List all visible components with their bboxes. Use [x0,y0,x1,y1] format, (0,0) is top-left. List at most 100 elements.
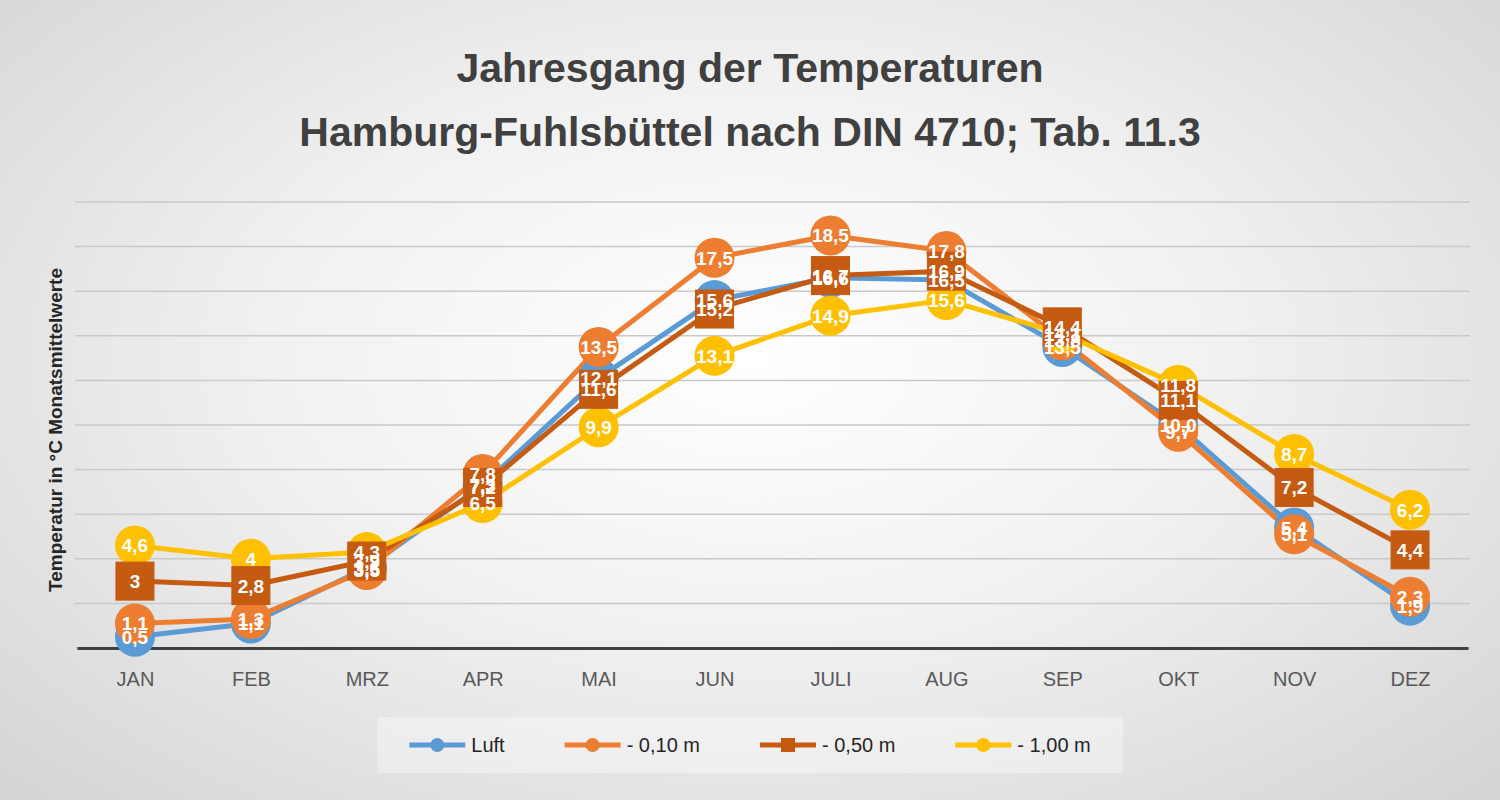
data-label: 15,2 [696,299,733,320]
data-label: 13,5 [580,337,617,358]
x-tick: JULI [810,648,851,690]
grid-line [75,201,1470,203]
data-label: 2,3 [1397,587,1423,608]
x-tick: OKT [1158,648,1199,690]
data-label: 16,9 [928,261,965,282]
marker [579,407,619,447]
marker [811,257,849,295]
data-label: 16,7 [812,266,849,287]
series-line [135,278,1410,637]
legend-marker [976,738,990,752]
legend-label: Luft [471,734,505,756]
data-label: 6,2 [1397,500,1423,521]
legend-box [377,717,1122,773]
marker [810,215,850,255]
data-label: 7,2 [469,477,495,498]
data-label: 4,4 [1397,540,1424,561]
marker [695,336,735,376]
x-tick-label: JAN [117,668,155,690]
x-tick-label: MRZ [346,668,389,690]
x-tick-label: MAI [581,668,617,690]
legend-item: - 0,10 m [565,734,700,756]
plot-marks [115,215,1430,656]
data-label: 3,9 [354,551,380,572]
marker [1391,531,1429,569]
legend-label: - 1,00 m [1017,734,1090,756]
marker [695,238,735,278]
marker [1390,490,1430,530]
data-label: 14,4 [1044,317,1081,338]
x-tick-label: OKT [1158,668,1199,690]
legend-item: - 1,00 m [955,734,1090,756]
legend-label: - 0,10 m [627,734,700,756]
marker [695,280,735,320]
data-label: 11,6 [581,379,617,400]
data-label: 11,1 [1160,390,1196,411]
chart-subtitle: Hamburg-Fuhlsbüttel nach DIN 4710; Tab. … [299,109,1200,155]
data-label: 18,5 [812,225,849,246]
x-tick: AUG [925,648,968,690]
y-axis-title: Temperatur in °C Monatsmittelwerte [45,268,66,592]
marker [348,542,386,580]
grid-line [75,424,1470,426]
legend: Luft - 0,10 m - 0,50 m - 1,00 m [377,717,1122,773]
data-label: 1,1 [122,613,149,634]
legend-item: - 0,50 m [760,734,895,756]
x-tick: APR [463,648,504,690]
legend-marker [586,738,600,752]
x-tick-label: JUN [696,668,735,690]
grid [75,202,1470,648]
x-tick-label: DEZ [1391,668,1431,690]
x-tick-label: NOV [1273,668,1317,690]
series-line [135,271,1410,585]
marker [1390,577,1430,617]
x-tick-label: AUG [925,668,968,690]
x-tick-label: JULI [810,668,851,690]
grid-line [75,647,1470,649]
x-tick: MRZ [346,648,389,690]
x-tick: SEP [1043,648,1083,690]
series-line [135,235,1410,623]
marker [810,296,850,336]
data-label: 1,3 [238,609,264,630]
grid-line [75,380,1470,382]
x-tick: NOV [1273,648,1317,690]
data-label: 13,1 [696,346,733,367]
marker [1275,468,1313,506]
legend-item: Luft [409,734,505,756]
legend-marker [430,738,444,752]
legend-marker [781,738,795,752]
x-tick-label: FEB [232,668,271,690]
data-label: 2,8 [238,576,264,597]
data-label: 8,7 [1281,444,1307,465]
marker [1042,314,1082,354]
x-tick: JUN [696,648,735,690]
data-label: 7,2 [1281,477,1307,498]
x-tick: DEZ [1391,648,1431,690]
data-label: 17,8 [928,241,965,262]
data-labels: 0,51,13,67,312,115,616,616,513,510,05,41… [122,225,1424,647]
chart-title: Jahresgang der Temperaturen [456,45,1043,91]
legend-label: - 0,50 m [822,734,895,756]
marker [1274,514,1314,554]
marker [115,525,155,565]
x-tick: MAI [581,648,617,690]
data-label: 17,5 [696,248,733,269]
x-axis-line [78,647,1469,650]
data-label: 3 [130,571,141,592]
data-label: 4,6 [122,535,148,556]
marker [116,562,154,600]
data-label: 9,7 [1165,422,1191,443]
marker [1158,412,1198,452]
data-label: 14,9 [812,306,849,327]
x-axis: JAN FEB MRZ APR MAI JUN JULI AUG SEP OKT NOV DEZ [78,648,1469,690]
x-tick-label: APR [463,668,504,690]
marker [232,567,270,605]
grid-line [75,469,1470,471]
marker [579,327,619,367]
data-label: 9,9 [585,417,611,438]
data-label: 4 [246,549,257,570]
data-label: 15,6 [928,290,965,311]
x-tick-label: SEP [1043,668,1083,690]
grid-line [75,513,1470,515]
